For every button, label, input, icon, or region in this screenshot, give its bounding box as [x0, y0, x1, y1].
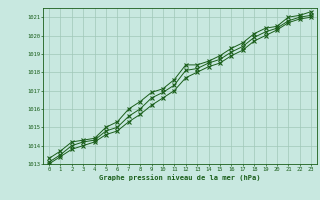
- X-axis label: Graphe pression niveau de la mer (hPa): Graphe pression niveau de la mer (hPa): [99, 175, 261, 181]
